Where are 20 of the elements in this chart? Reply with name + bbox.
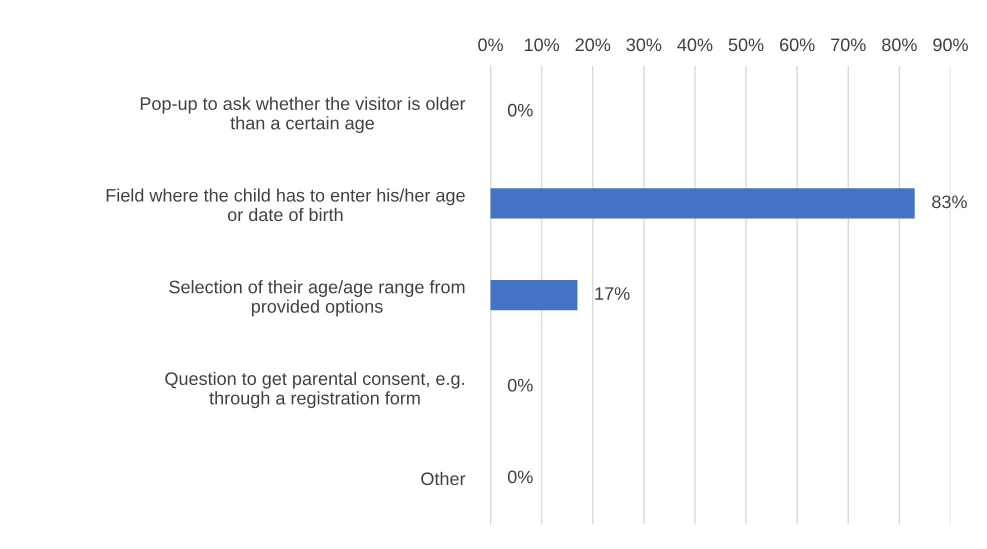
- data-label: 17%: [595, 287, 630, 300]
- data-label: 0%: [508, 470, 533, 484]
- x-tick-label: 60%: [780, 38, 815, 52]
- y-tick-label: Question to get parental consent, e.g. through a registration form: [165, 372, 464, 408]
- x-tick-label: 0%: [478, 38, 503, 52]
- x-tick-label: 40%: [677, 38, 712, 52]
- x-tick-label: 30%: [626, 38, 662, 52]
- y-tick-label: Selection of their age/age range from provided options: [169, 280, 464, 316]
- y-tick-label: Pop-up to ask whether the visitor is older than a certain age: [140, 96, 466, 134]
- x-tick-label: 10%: [524, 38, 560, 52]
- data-label: 0%: [508, 104, 533, 117]
- x-tick-label: 70%: [831, 38, 866, 52]
- x-tick-label: 50%: [728, 38, 764, 52]
- data-label: 0%: [508, 378, 533, 392]
- x-tick-label: 90%: [933, 38, 968, 52]
- x-tick-label: 20%: [576, 38, 610, 52]
- data-label: 83%: [932, 195, 967, 208]
- y-tick-label: Other: [421, 472, 466, 486]
- x-tick-label: 80%: [882, 38, 917, 52]
- y-tick-label: Field where the child has to enter his/her age or date of birth: [106, 188, 465, 222]
